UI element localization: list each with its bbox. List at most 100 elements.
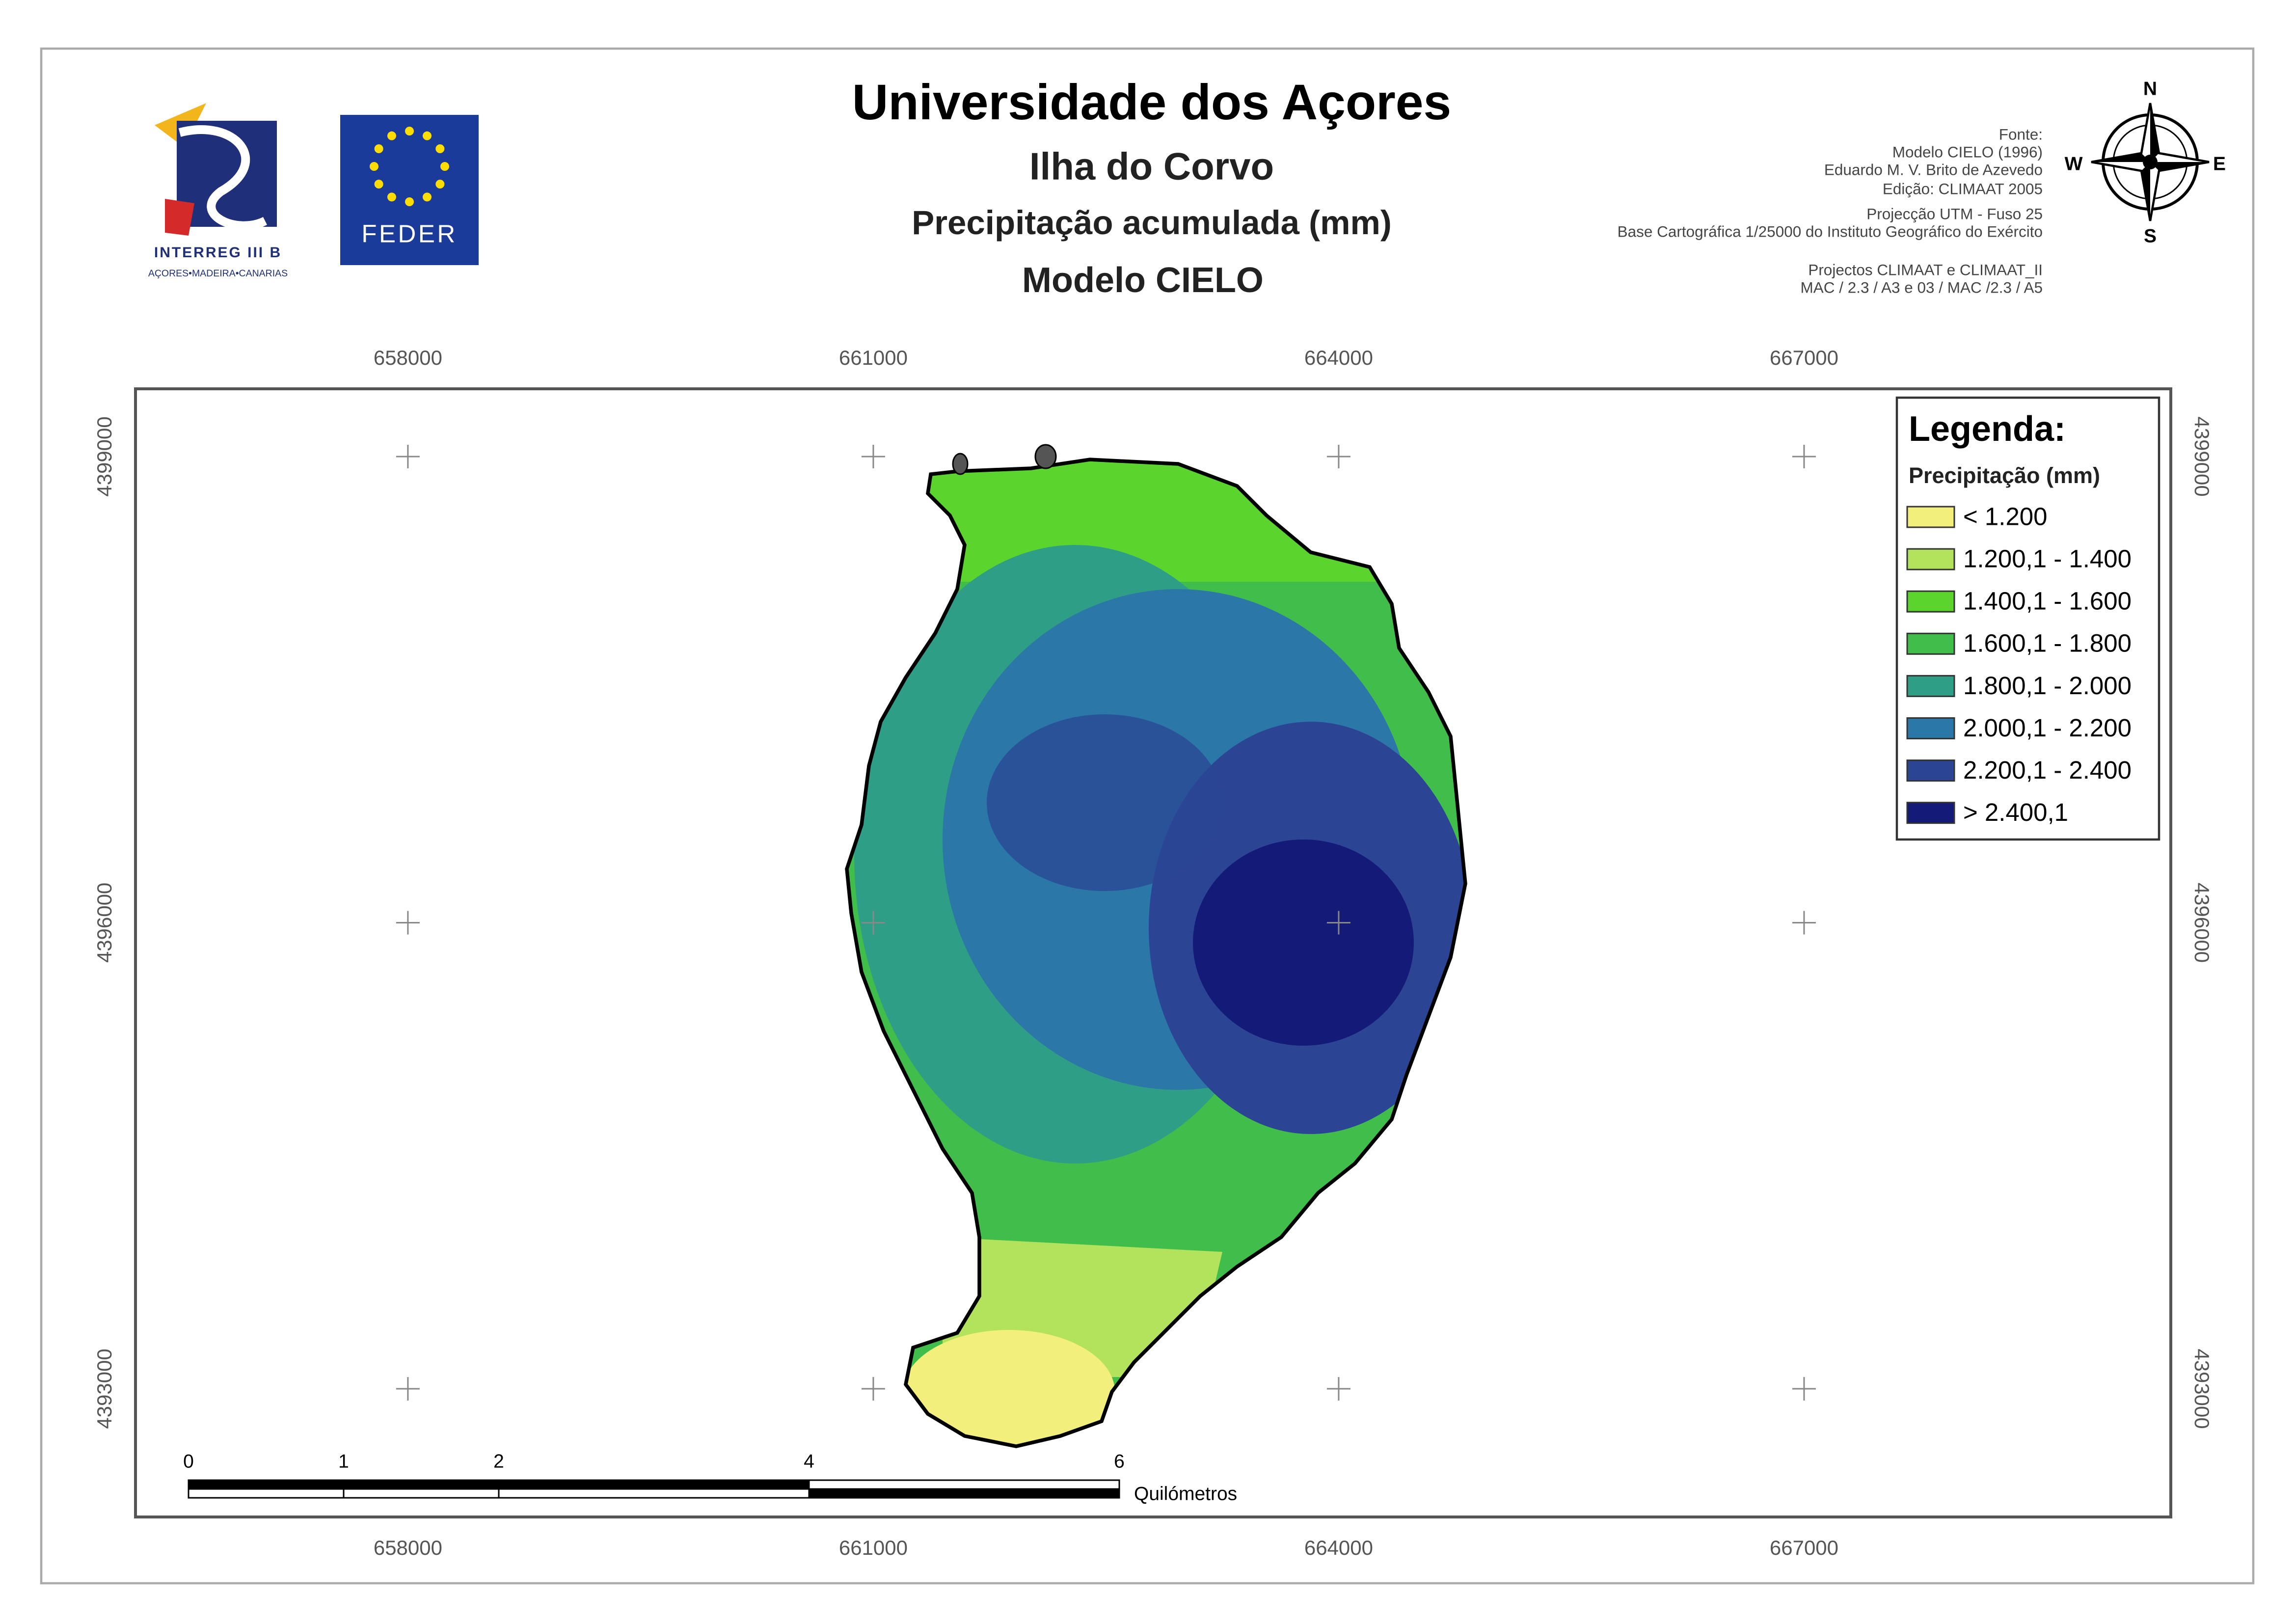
scale-unit: Quilómetros [1134,1483,1237,1504]
source-line: Edição: CLIMAAT 2005 [1883,180,2043,197]
interreg-text: INTERREG III B [154,244,282,261]
grid-cross [1792,1377,1816,1401]
legend-label: 1.200,1 - 1.400 [1963,545,2132,573]
zone [903,1329,1115,1446]
legend-swatch [1906,802,1955,824]
legend-subtitle: Precipitação (mm) [1909,463,2100,488]
grid-cross [1326,444,1350,468]
legend-swatch [1906,590,1955,613]
scale-label: 1 [338,1451,349,1472]
eu-star [405,197,414,206]
variable: Precipitação acumulada (mm) [912,204,1392,242]
scale-segment [188,1479,345,1490]
y-tick-label: 4399000 [93,416,116,496]
scale-segment [343,1488,500,1499]
x-tick-label: 658000 [374,346,442,369]
feder-text: FEDER [361,219,457,247]
eu-star [387,131,397,140]
x-tick-label: 667000 [1770,1536,1838,1559]
interreg-logo: INTERREG III B AÇORES•MADEIRA•CANARIAS [148,103,288,279]
legend-label: 1.400,1 - 1.600 [1963,587,2132,615]
sheet-border [40,47,2255,1585]
y-tick-label: 4396000 [93,883,116,963]
grid-cross [396,1377,420,1401]
legend-label: 1.800,1 - 2.000 [1963,672,2132,700]
source-line: Modelo CIELO (1996) [1892,143,2043,161]
eu-star [370,162,379,171]
source-line: Base Cartográfica 1/25000 do Instituto G… [1618,222,2043,240]
title: Universidade dos Açores [852,74,1451,130]
grid-cross [1792,444,1816,468]
scale-segment [808,1488,1120,1499]
x-tick-label: 661000 [839,1536,908,1559]
compass-s: S [2144,225,2157,246]
grid-cross [396,911,420,935]
source-line: Projecção UTM - Fuso 25 [1866,205,2043,222]
model: Modelo CIELO [1022,261,1264,300]
legend-swatch [1906,632,1955,655]
grid-cross [861,911,885,935]
islet [952,453,969,475]
eu-star [387,192,397,202]
grid-cross [861,1377,885,1401]
compass-w: W [2065,153,2083,174]
eu-logo: FEDER [340,114,479,265]
y-tick-label: 4396000 [2190,883,2214,963]
compass-e: E [2213,153,2226,174]
eu-star [374,144,383,153]
source-line: Projectos CLIMAAT e CLIMAAT_II [1808,261,2043,278]
source-line: Eduardo M. V. Brito de Azevedo [1824,161,2043,178]
grid-cross [1326,1377,1350,1401]
legend-label: 2.000,1 - 2.200 [1963,714,2132,742]
scale-label: 0 [183,1451,194,1472]
source-line: MAC / 2.3 / A3 e 03 / MAC /2.3 / A5 [1800,278,2043,296]
grid-cross [1792,911,1816,935]
x-tick-label: 658000 [374,1536,442,1559]
eu-star [440,162,450,171]
scale-segment [498,1479,810,1490]
y-tick-label: 4399000 [2190,416,2214,496]
north-arrow: N S W E [2065,78,2226,246]
x-tick-label: 667000 [1770,346,1838,369]
x-tick-label: 664000 [1304,346,1373,369]
grid-cross [1326,911,1350,935]
x-tick-label: 661000 [839,346,908,369]
eu-star [435,179,445,189]
legend-label: 1.600,1 - 1.800 [1963,629,2132,657]
regions-text: AÇORES•MADEIRA•CANARIAS [148,268,288,279]
eu-star [423,192,432,202]
scale-segment [498,1488,810,1499]
legend-title: Legenda: [1909,409,2066,449]
scale-segment [188,1488,345,1499]
eu-star [405,126,414,135]
scale-segment [808,1479,1120,1490]
legend-swatch [1906,675,1955,697]
legend-label: 2.200,1 - 2.400 [1963,756,2132,784]
grid-cross [396,444,420,468]
scale-label: 6 [1114,1451,1125,1472]
scale-label: 4 [804,1451,814,1472]
legend-swatch [1906,759,1955,782]
grid-cross [861,444,885,468]
zone [1193,839,1414,1046]
zone [987,714,1223,891]
legend-label: < 1.200 [1963,502,2048,530]
legend-swatch [1906,717,1955,739]
subtitle: Ilha do Corvo [1029,145,1274,188]
eu-star [374,179,383,189]
eu-star [435,144,445,153]
source-line: Fonte: [1999,125,2043,143]
islet [1034,444,1057,469]
y-tick-label: 4393000 [93,1349,116,1429]
legend-label: > 2.400,1 [1963,798,2068,826]
y-tick-label: 4393000 [2190,1349,2214,1429]
scale-label: 2 [493,1451,504,1472]
compass-n: N [2143,78,2157,99]
legend-swatch [1906,548,1955,570]
x-tick-label: 664000 [1304,1536,1373,1559]
scale-segment [343,1479,500,1490]
legend-swatch [1906,506,1955,528]
eu-star [423,131,432,140]
